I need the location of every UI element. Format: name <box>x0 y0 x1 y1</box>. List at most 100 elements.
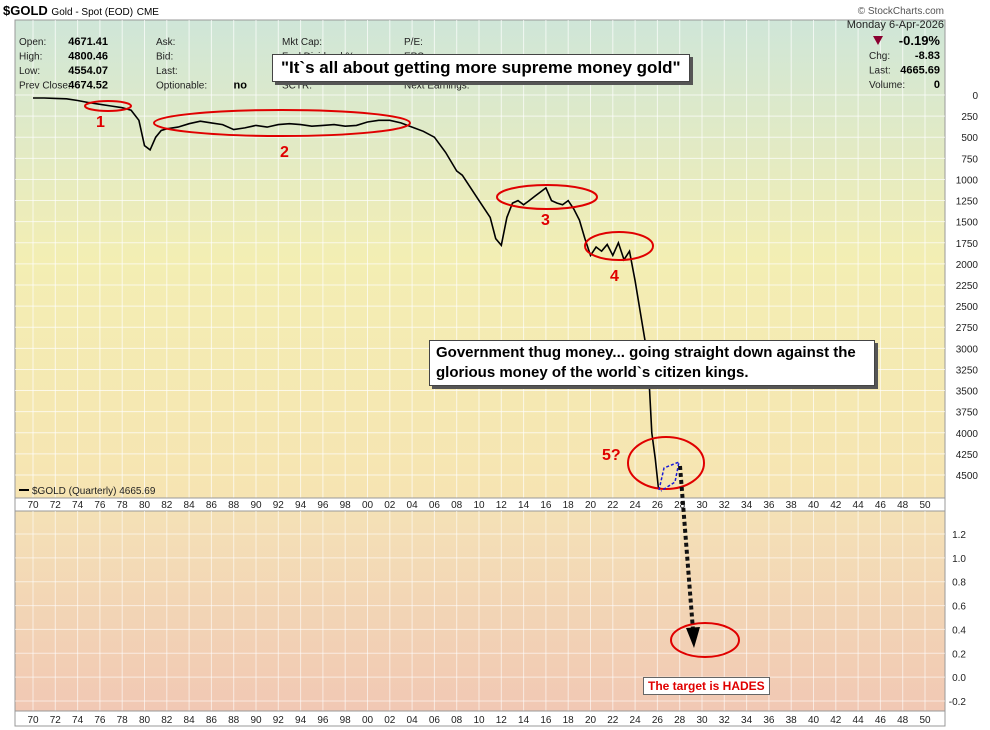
lower-tick-label: 1.0 <box>952 554 966 565</box>
x-tick-label: 00 <box>362 500 374 511</box>
price-tick-label: 3250 <box>956 365 979 376</box>
info-value: 4554.07 <box>68 65 108 77</box>
quote-info: Open: 4671.41 High: 4800.46 Low: 4554.07 Prev … <box>19 33 940 92</box>
price-tick-label: 4000 <box>956 429 979 440</box>
x-tick-label-bottom: 18 <box>563 715 575 726</box>
lower-tick-label: 1.2 <box>952 530 966 541</box>
x-tick-label: 82 <box>161 500 173 511</box>
price-tick-label: 1500 <box>956 218 979 229</box>
info-value: 4671.41 <box>68 36 108 48</box>
x-tick-label: 22 <box>607 500 619 511</box>
x-tick-label-bottom: 96 <box>317 715 329 726</box>
x-tick-label-bottom: 16 <box>540 715 552 726</box>
x-tick-label: 38 <box>786 500 798 511</box>
x-tick-label-bottom: 80 <box>139 715 151 726</box>
x-tick-label-bottom: 34 <box>741 715 753 726</box>
lower-tick-label: 0.0 <box>952 673 966 684</box>
x-tick-label: 90 <box>250 500 262 511</box>
x-tick-label-bottom: 82 <box>161 715 173 726</box>
x-tick-label: 18 <box>563 500 575 511</box>
info-label: Next Earnings: <box>404 81 470 92</box>
lower-panel <box>14 510 946 712</box>
price-tick-label: 1750 <box>956 239 979 250</box>
x-tick-label-bottom: 50 <box>919 715 931 726</box>
price-tick-label: 1250 <box>956 197 979 208</box>
x-tick-label-bottom: 02 <box>384 715 396 726</box>
date-label: Monday 6-Apr-2026 <box>846 19 944 31</box>
info-value: 0 <box>934 79 940 91</box>
x-tick-label: 02 <box>384 500 396 511</box>
x-tick-label: 92 <box>273 500 285 511</box>
x-tick-label: 24 <box>630 500 642 511</box>
x-tick-label-bottom: 86 <box>206 715 218 726</box>
x-tick-label: 30 <box>696 500 708 511</box>
brand-label: © StockCharts.com <box>857 6 944 17</box>
x-tick-label-bottom: 40 <box>808 715 820 726</box>
info-label: Prev Close: <box>19 81 71 92</box>
x-tick-label-bottom: 42 <box>830 715 842 726</box>
x-tick-label-bottom: 74 <box>72 715 84 726</box>
x-tick-label-bottom: 98 <box>340 715 352 726</box>
x-tick-label-bottom: 10 <box>473 715 485 726</box>
lower-tick-label: 0.6 <box>952 602 966 613</box>
info-value: 4665.69 <box>900 65 940 77</box>
circle-3 <box>496 184 598 210</box>
x-tick-label: 20 <box>585 500 597 511</box>
x-tick-label: 28 <box>674 500 686 511</box>
x-tick-label-bottom: 94 <box>295 715 307 726</box>
x-tick-label: 70 <box>27 500 39 511</box>
price-tick-label: 3750 <box>956 408 979 419</box>
x-tick-label: 08 <box>451 500 463 511</box>
price-tick-label: 2000 <box>956 260 979 271</box>
x-axis-bottom: 70 72 74 76 78 80 82 84 86 88 90 92 94 96 98 00 02 04 06 08… <box>27 715 931 726</box>
x-tick-label: 34 <box>741 500 753 511</box>
x-tick-label-bottom: 84 <box>184 715 196 726</box>
x-tick-label-bottom: 72 <box>50 715 62 726</box>
x-tick-label-bottom: 28 <box>674 715 686 726</box>
x-tick-label: 40 <box>808 500 820 511</box>
x-tick-label-bottom: 00 <box>362 715 374 726</box>
info-label: Mkt Cap: <box>282 37 322 48</box>
x-tick-label: 36 <box>763 500 775 511</box>
label-1: 1 <box>96 114 105 131</box>
subtitle: Gold - Spot (EOD) <box>51 7 134 18</box>
price-series <box>33 97 660 489</box>
x-tick-label: 16 <box>540 500 552 511</box>
symbol: $GOLD <box>3 3 48 18</box>
info-label: Bid: <box>156 52 173 63</box>
x-tick-label: 78 <box>117 500 129 511</box>
chart-title: $GOLD Gold - Spot (EOD) CME <box>3 3 159 18</box>
label-4: 4 <box>610 268 619 285</box>
price-tick-label: 2500 <box>956 302 979 313</box>
exchange: CME <box>136 7 159 18</box>
x-tick-label-bottom: 32 <box>719 715 731 726</box>
x-tick-label: 50 <box>919 500 931 511</box>
x-tick-label-bottom: 78 <box>117 715 129 726</box>
x-tick-label: 04 <box>407 500 419 511</box>
price-tick-label: 3500 <box>956 387 979 398</box>
info-label: Last: <box>869 66 891 77</box>
info-label: SCTR: <box>282 81 312 92</box>
circle-5 <box>627 436 705 490</box>
x-tick-label: 32 <box>719 500 731 511</box>
x-tick-label: 06 <box>429 500 441 511</box>
label-3: 3 <box>541 212 550 229</box>
x-tick-label: 72 <box>50 500 62 511</box>
circle-hades <box>670 622 740 658</box>
x-tick-label-bottom: 48 <box>897 715 909 726</box>
x-tick-label-bottom: 76 <box>94 715 106 726</box>
x-tick-label-bottom: 08 <box>451 715 463 726</box>
info-label: Low: <box>19 66 40 77</box>
lower-tick-label: 0.8 <box>952 578 966 589</box>
x-tick-label-bottom: 30 <box>696 715 708 726</box>
x-tick-label: 10 <box>473 500 485 511</box>
info-label: High: <box>19 52 42 63</box>
price-tick-label: 250 <box>961 112 978 123</box>
lower-tick-label: 0.2 <box>952 649 966 660</box>
circle-4 <box>584 231 654 261</box>
price-tick-label: 0 <box>972 91 978 102</box>
x-tick-label: 46 <box>875 500 887 511</box>
x-tick-label: 80 <box>139 500 151 511</box>
x-tick-label: 74 <box>72 500 84 511</box>
x-tick-label: 26 <box>652 500 664 511</box>
